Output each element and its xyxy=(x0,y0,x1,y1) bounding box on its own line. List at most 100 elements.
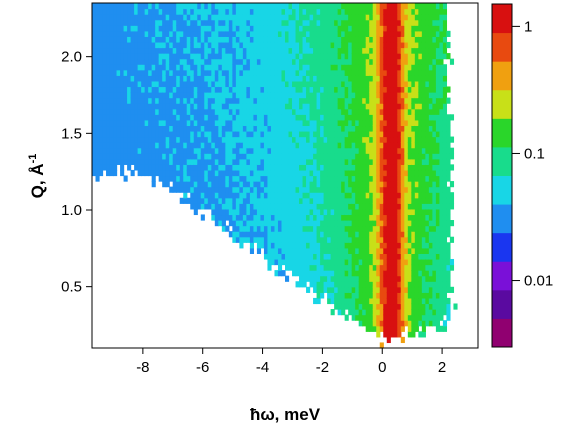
heatmap-cell xyxy=(337,281,342,288)
heatmap-cell xyxy=(299,92,304,99)
heatmap-cell xyxy=(235,142,240,149)
heatmap-cell xyxy=(207,147,212,154)
heatmap-cell xyxy=(418,242,423,249)
heatmap-cell xyxy=(432,142,437,149)
heatmap-cell xyxy=(337,164,342,171)
heatmap-cell xyxy=(172,158,177,165)
heatmap-cell xyxy=(425,253,430,260)
heatmap-cell xyxy=(400,258,405,266)
heatmap-cell xyxy=(127,3,132,10)
heatmap-cell xyxy=(249,208,255,216)
heatmap-cell xyxy=(130,8,135,15)
heatmap-cell xyxy=(351,47,356,54)
heatmap-cell xyxy=(393,86,398,93)
heatmap-cell xyxy=(432,92,437,99)
heatmap-cell xyxy=(344,169,349,177)
heatmap-cell xyxy=(397,292,402,299)
heatmap-cell xyxy=(176,97,181,104)
heatmap-cell xyxy=(323,208,328,216)
heatmap-cell xyxy=(435,153,440,160)
heatmap-cell xyxy=(390,197,395,204)
heatmap-cell xyxy=(411,303,416,310)
heatmap-cell xyxy=(193,158,198,165)
heatmap-cell xyxy=(127,103,132,110)
heatmap-cell xyxy=(411,8,416,15)
heatmap-cell xyxy=(148,125,153,132)
heatmap-cell xyxy=(235,92,240,99)
heatmap-cell xyxy=(306,64,311,71)
heatmap-cell xyxy=(411,58,416,65)
heatmap-cell xyxy=(228,214,233,221)
heatmap-cell xyxy=(270,41,276,49)
heatmap-cell xyxy=(130,142,135,149)
heatmap-cell xyxy=(341,192,346,199)
heatmap-cell xyxy=(169,41,174,49)
heatmap-cell xyxy=(249,142,255,149)
heatmap-cell xyxy=(116,108,121,115)
heatmap-cell xyxy=(400,275,405,282)
heatmap-cell xyxy=(235,164,240,171)
heatmap-cell xyxy=(225,75,230,82)
heatmap-cell xyxy=(439,192,444,199)
heatmap-cell xyxy=(267,136,272,143)
heatmap-cell xyxy=(158,19,163,26)
heatmap-cell xyxy=(285,275,290,282)
heatmap-cell xyxy=(344,3,349,10)
heatmap-cell xyxy=(306,147,311,154)
heatmap-cell xyxy=(302,186,307,193)
heatmap-cell xyxy=(134,97,139,104)
heatmap-cell xyxy=(418,97,423,104)
heatmap-cell xyxy=(193,86,198,93)
heatmap-cell xyxy=(123,86,128,93)
heatmap-cell xyxy=(400,264,405,271)
heatmap-cell xyxy=(327,208,332,216)
heatmap-cell xyxy=(162,114,167,121)
heatmap-cell xyxy=(106,36,111,43)
heatmap-cell xyxy=(288,247,293,254)
heatmap-cell xyxy=(295,192,300,199)
heatmap-cell xyxy=(176,58,181,65)
heatmap-cell xyxy=(327,247,332,254)
heatmap-cell xyxy=(313,253,318,260)
heatmap-cell xyxy=(186,158,191,165)
heatmap-cell xyxy=(134,25,139,32)
heatmap-cell xyxy=(197,169,202,177)
heatmap-cell xyxy=(320,242,325,249)
heatmap-cell xyxy=(379,58,384,65)
heatmap-cell xyxy=(351,36,356,43)
heatmap-cell xyxy=(439,58,444,65)
heatmap-cell xyxy=(418,331,423,338)
heatmap-cell xyxy=(435,192,440,199)
heatmap-cell xyxy=(92,125,97,132)
heatmap-cell xyxy=(407,253,412,260)
heatmap-cell xyxy=(411,164,416,171)
heatmap-cell xyxy=(285,208,290,216)
heatmap-cell xyxy=(183,58,188,65)
heatmap-cell xyxy=(414,142,419,149)
heatmap-cell xyxy=(358,236,363,243)
heatmap-cell xyxy=(207,36,212,43)
heatmap-cell xyxy=(330,270,335,277)
heatmap-cell xyxy=(355,80,360,88)
heatmap-cell xyxy=(306,130,311,138)
heatmap-cell xyxy=(295,86,300,93)
heatmap-cell xyxy=(99,86,104,93)
heatmap-cell xyxy=(372,19,377,26)
heatmap-cell xyxy=(365,169,370,177)
heatmap-cell xyxy=(414,30,419,37)
heatmap-cell xyxy=(120,158,125,165)
heatmap-cell xyxy=(439,153,444,160)
heatmap-cell xyxy=(95,25,100,32)
heatmap-cell xyxy=(242,214,247,221)
heatmap-cell xyxy=(358,214,363,221)
heatmap-cell xyxy=(158,36,163,43)
heatmap-cell xyxy=(130,158,135,165)
heatmap-cell xyxy=(186,125,191,132)
heatmap-cell xyxy=(400,320,405,327)
heatmap-cell xyxy=(407,30,412,37)
heatmap-cell xyxy=(109,142,114,149)
heatmap-cell xyxy=(411,175,416,182)
heatmap-cell xyxy=(316,41,321,49)
heatmap-cell xyxy=(249,14,255,21)
heatmap-cell xyxy=(176,136,181,143)
